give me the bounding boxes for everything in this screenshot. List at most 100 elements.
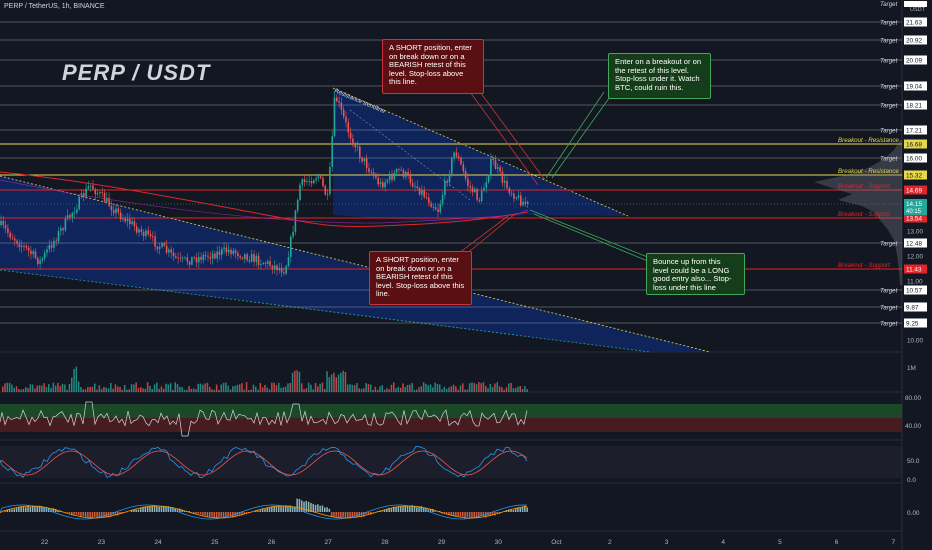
candle-body-188 (432, 206, 435, 208)
macd-bar (349, 512, 351, 518)
volume-bar (174, 382, 176, 392)
volume-bar (356, 382, 358, 392)
candle-body-84 (193, 257, 195, 259)
volume-bar (450, 386, 452, 392)
stoch-tick-0: 50.0 (907, 458, 920, 465)
volume-bar (31, 384, 34, 392)
macd-bar (418, 506, 420, 512)
level-badge-2 (904, 185, 927, 195)
triangle-fill (333, 88, 628, 222)
candle-body-103 (237, 252, 239, 257)
macd-bar (192, 512, 195, 514)
volume-bar (94, 383, 96, 392)
macd-bar (25, 507, 27, 512)
candle-body-193 (444, 180, 446, 196)
current-price-badge (904, 199, 927, 215)
candle-body-163 (375, 175, 377, 178)
macd-bar (91, 512, 94, 519)
candle-body-211 (485, 182, 488, 188)
macd-bar (13, 508, 15, 512)
volume-bar (183, 389, 186, 392)
candle-body-11 (25, 245, 28, 248)
volume-bar (418, 387, 420, 392)
candle-body-213 (490, 159, 492, 176)
candle-body-90 (207, 255, 209, 257)
macd-bar (459, 512, 462, 517)
macd-bar (455, 512, 457, 517)
candle-body-83 (191, 257, 193, 265)
macd-bar (445, 512, 448, 514)
volume-bar (310, 384, 312, 392)
macd-bar (471, 512, 473, 519)
volume-bar (335, 377, 337, 392)
candle-body-136 (313, 180, 315, 184)
level-label-2: Breakout - Support (838, 183, 890, 190)
target-badge-0 (904, 17, 927, 27)
candle-body-181 (416, 186, 419, 189)
volume-bar (163, 388, 165, 392)
candle-body-195 (448, 173, 451, 183)
volume-bar (73, 368, 75, 392)
macd-bar (140, 508, 142, 512)
macd-bar (519, 507, 521, 512)
macd-bar (241, 512, 243, 515)
volume-bar (379, 386, 381, 392)
candle-body-217 (499, 167, 501, 172)
volume-bar (18, 389, 20, 392)
volume-bar (100, 388, 103, 392)
candle-body-190 (437, 209, 439, 213)
candle-body-135 (310, 181, 313, 184)
volume-bar (133, 384, 135, 392)
volume-bar (317, 386, 319, 392)
candle-body-25 (57, 231, 60, 242)
macd-bar (89, 512, 91, 519)
macd-bar (439, 511, 441, 512)
candle-body-88 (202, 254, 205, 260)
candle-body-205 (471, 187, 474, 193)
volume-bar (365, 383, 367, 392)
macd-bar (87, 512, 89, 517)
candle-body-24 (55, 240, 57, 242)
volume-bar (340, 372, 342, 392)
volume-bar (137, 388, 140, 392)
candle-body-170 (391, 173, 393, 180)
top-badge (904, 1, 927, 7)
candle-body-36 (83, 193, 85, 197)
volume-bar (282, 387, 285, 392)
candle-body-34 (78, 196, 80, 210)
macd-bar (432, 508, 434, 512)
macd-bar (8, 509, 11, 512)
macd-bar (289, 505, 291, 512)
macd-bar (464, 512, 466, 519)
target-value-3: 19.04 (906, 84, 922, 91)
candle-body-4 (9, 232, 11, 238)
level-label-1: Breakout - Resistance (838, 168, 899, 175)
macd-bar (443, 512, 446, 514)
candle-body-226 (520, 195, 522, 206)
candle-body-227 (522, 201, 524, 206)
candle-body-69 (158, 247, 161, 249)
macd-bar (475, 512, 478, 518)
candle-body-101 (232, 250, 235, 255)
target-value-5: 17.21 (906, 128, 922, 135)
macd-bar (287, 505, 289, 512)
candle-body-128 (294, 210, 297, 232)
volume-tick-0: 1M (907, 365, 916, 372)
volume-bar (347, 384, 349, 392)
candle-body-71 (163, 243, 166, 246)
candle-body-27 (62, 228, 64, 231)
candle-body-175 (402, 170, 405, 177)
stoch-d-line (0, 450, 528, 476)
candle-body-183 (421, 190, 423, 195)
candle-body-32 (73, 212, 76, 214)
candle-body-20 (46, 249, 48, 253)
candle-body-161 (370, 172, 373, 173)
candle-body-225 (517, 195, 520, 198)
target-value-1: 20.92 (906, 38, 922, 45)
candle-body-162 (372, 172, 375, 176)
macd-bar (489, 512, 492, 516)
volume-bar (130, 384, 133, 392)
volume-bar (6, 382, 9, 392)
candle-body-220 (506, 180, 508, 189)
candle-body-132 (303, 179, 306, 183)
